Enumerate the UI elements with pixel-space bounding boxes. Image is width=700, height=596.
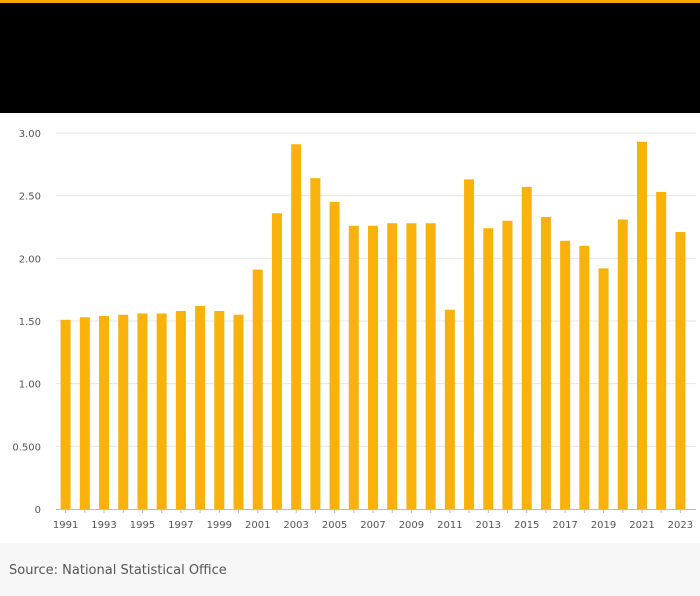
bar-1992 <box>79 317 90 509</box>
bar-2003 <box>291 144 302 509</box>
bar-2012 <box>464 179 475 509</box>
bar-2000 <box>233 314 244 509</box>
bar-2002 <box>271 213 282 510</box>
bar-2007 <box>368 225 378 509</box>
bar-2004 <box>310 178 321 509</box>
bar-2021 <box>636 141 647 510</box>
x-tick-label: 1999 <box>207 520 232 531</box>
bar-2014 <box>502 220 513 509</box>
x-tick-label: 2005 <box>322 520 347 531</box>
x-tick-label: 2013 <box>476 520 501 531</box>
bar-2008 <box>387 223 398 509</box>
y-tick-label: 0 <box>35 505 41 516</box>
x-tick-label: 2017 <box>552 520 577 531</box>
bar-2017 <box>560 240 571 509</box>
y-tick-label: 1.00 <box>19 380 41 391</box>
x-tick-label: 1997 <box>168 520 193 531</box>
bar-2009 <box>406 223 417 509</box>
accent-bar <box>0 0 700 3</box>
x-tick-label: 2011 <box>437 520 462 531</box>
x-tick-label: 2023 <box>668 520 693 531</box>
bar-1991 <box>60 319 71 509</box>
x-tick-label: 1991 <box>53 520 78 531</box>
x-tick-label: 2019 <box>591 520 616 531</box>
bar-2011 <box>444 309 455 509</box>
bar-1999 <box>214 310 225 509</box>
bar-2023 <box>675 232 686 509</box>
y-tick-label: 2.00 <box>19 254 41 265</box>
bar-2010 <box>425 223 436 509</box>
bar-2005 <box>329 201 340 509</box>
bar-2018 <box>579 245 590 510</box>
x-tick-label: 2015 <box>514 520 539 531</box>
x-tick-label: 2021 <box>629 520 654 531</box>
x-tick-label: 2009 <box>399 520 424 531</box>
x-tick-label: 2003 <box>283 520 308 531</box>
bar-2019 <box>598 268 609 509</box>
bar-1993 <box>99 315 110 509</box>
bar-2006 <box>348 225 359 509</box>
bar-2022 <box>656 191 667 509</box>
source-note: Source: National Statistical Office <box>9 563 227 578</box>
bar-1994 <box>118 314 129 509</box>
x-tick-label: 1993 <box>91 520 116 531</box>
x-tick-label: 2007 <box>360 520 385 531</box>
x-tick-label: 2001 <box>245 520 270 531</box>
bar-1998 <box>195 305 206 509</box>
bar-1995 <box>137 313 148 509</box>
y-tick-label: 0.500 <box>12 442 41 453</box>
bar-2015 <box>521 186 532 509</box>
bar-chart: 0 0.500 1.00 1.50 2.00 2.50 3.00 1991 1993 1995 19… <box>12 129 696 531</box>
y-tick-label: 2.50 <box>19 192 41 203</box>
chart-panel: 0 0.500 1.00 1.50 2.00 2.50 3.00 1991 1993 1995 19… <box>0 113 700 543</box>
header-banner <box>0 3 700 113</box>
bar-2001 <box>252 269 263 509</box>
bar-1997 <box>175 310 186 509</box>
x-tick-label: 1995 <box>130 520 155 531</box>
bar-1996 <box>156 313 167 509</box>
y-tick-label: 1.50 <box>19 317 41 328</box>
bar-2016 <box>540 216 551 509</box>
bar-2020 <box>617 219 628 509</box>
bar-2013 <box>483 228 494 509</box>
y-tick-label: 3.00 <box>19 129 41 140</box>
